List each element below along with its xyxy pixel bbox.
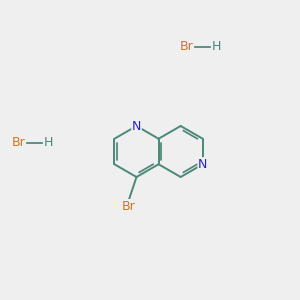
Text: N: N	[198, 158, 207, 171]
Text: Br: Br	[180, 40, 194, 53]
Text: Br: Br	[12, 136, 26, 149]
Text: H: H	[44, 136, 53, 149]
Text: N: N	[132, 119, 141, 133]
Text: H: H	[212, 40, 221, 53]
Text: Br: Br	[122, 200, 136, 213]
